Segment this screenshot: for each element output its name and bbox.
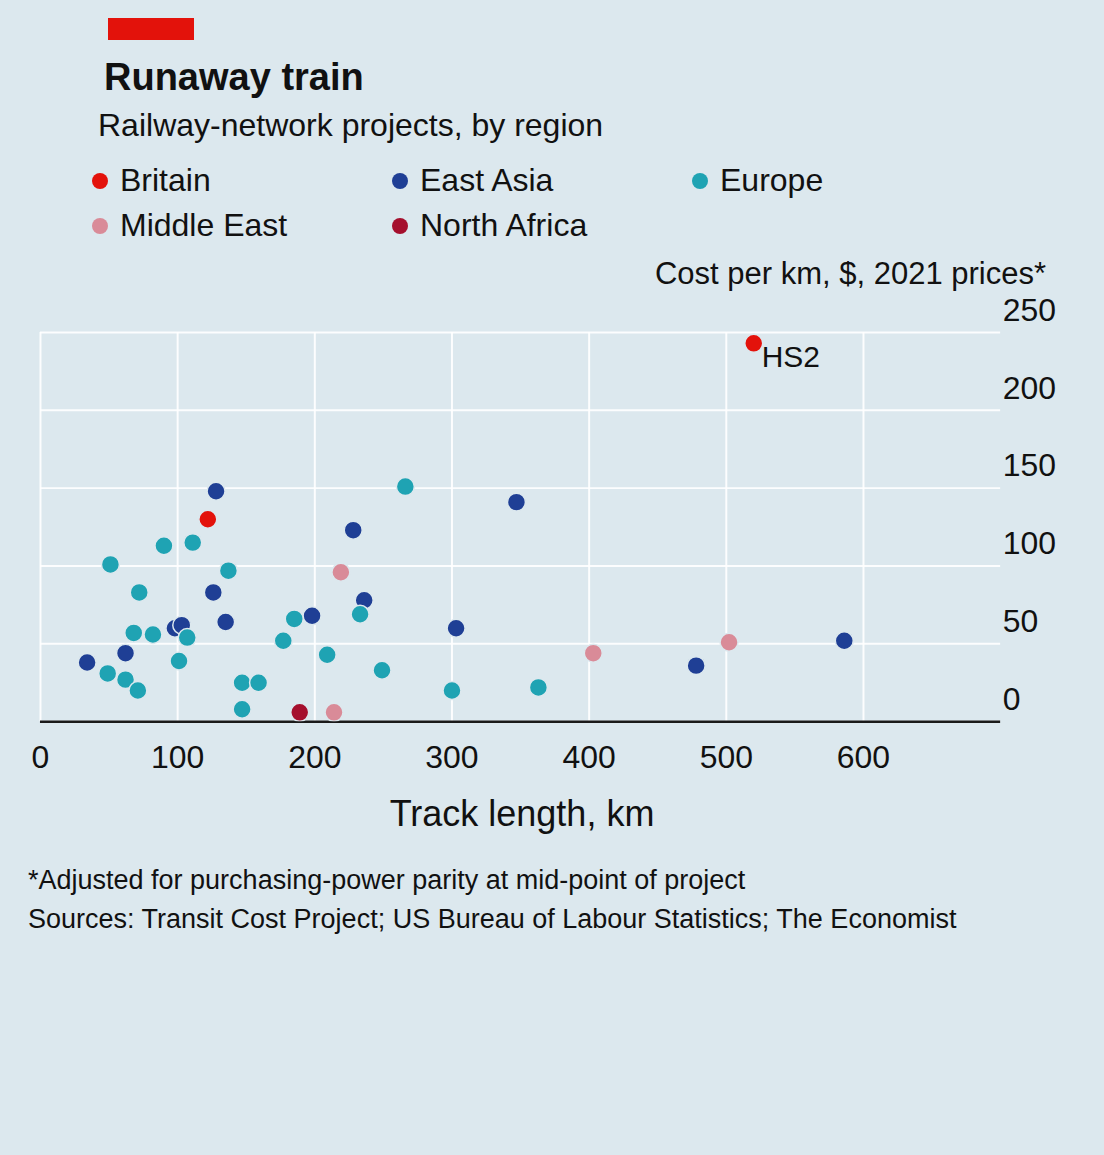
svg-text:0: 0 [1003,681,1021,717]
html-text:Europe: Europe [720,162,824,198]
svg-text:300: 300 [425,739,478,775]
html-text:East Asia: East Asia [420,162,554,198]
html-text:Britain: Britain [120,162,211,198]
svg-text:500: 500 [700,739,753,775]
html-text:Railway-network projects, by r: Railway-network projects, by region [98,107,604,143]
html-text:Sources: Transit Cost Project;: Sources: Transit Cost Project; US Bureau… [28,904,957,935]
svg-text:400: 400 [563,739,616,775]
svg-text:150: 150 [1003,447,1056,483]
svg-text:100: 100 [1003,525,1056,561]
svg-text:100: 100 [151,739,204,775]
html-text:*Adjusted for purchasing-power: *Adjusted for purchasing-power parity at… [28,865,746,895]
html-text:North Africa: North Africa [420,207,588,243]
svg-text:600: 600 [837,739,890,775]
svg-text:HS2: HS2 [762,340,820,373]
svg-text:0: 0 [32,739,50,775]
html-text:Runaway train: Runaway train [104,56,364,98]
svg-text:250: 250 [1003,292,1056,328]
html-text:Middle East: Middle East [120,207,288,243]
svg-text:200: 200 [288,739,341,775]
svg-text:200: 200 [1003,370,1056,406]
html-text:Track length, km: Track length, km [389,793,655,834]
svg-text:50: 50 [1003,603,1039,639]
html-text:Cost per km, $, 2021 prices*: Cost per km, $, 2021 prices* [654,256,1046,291]
